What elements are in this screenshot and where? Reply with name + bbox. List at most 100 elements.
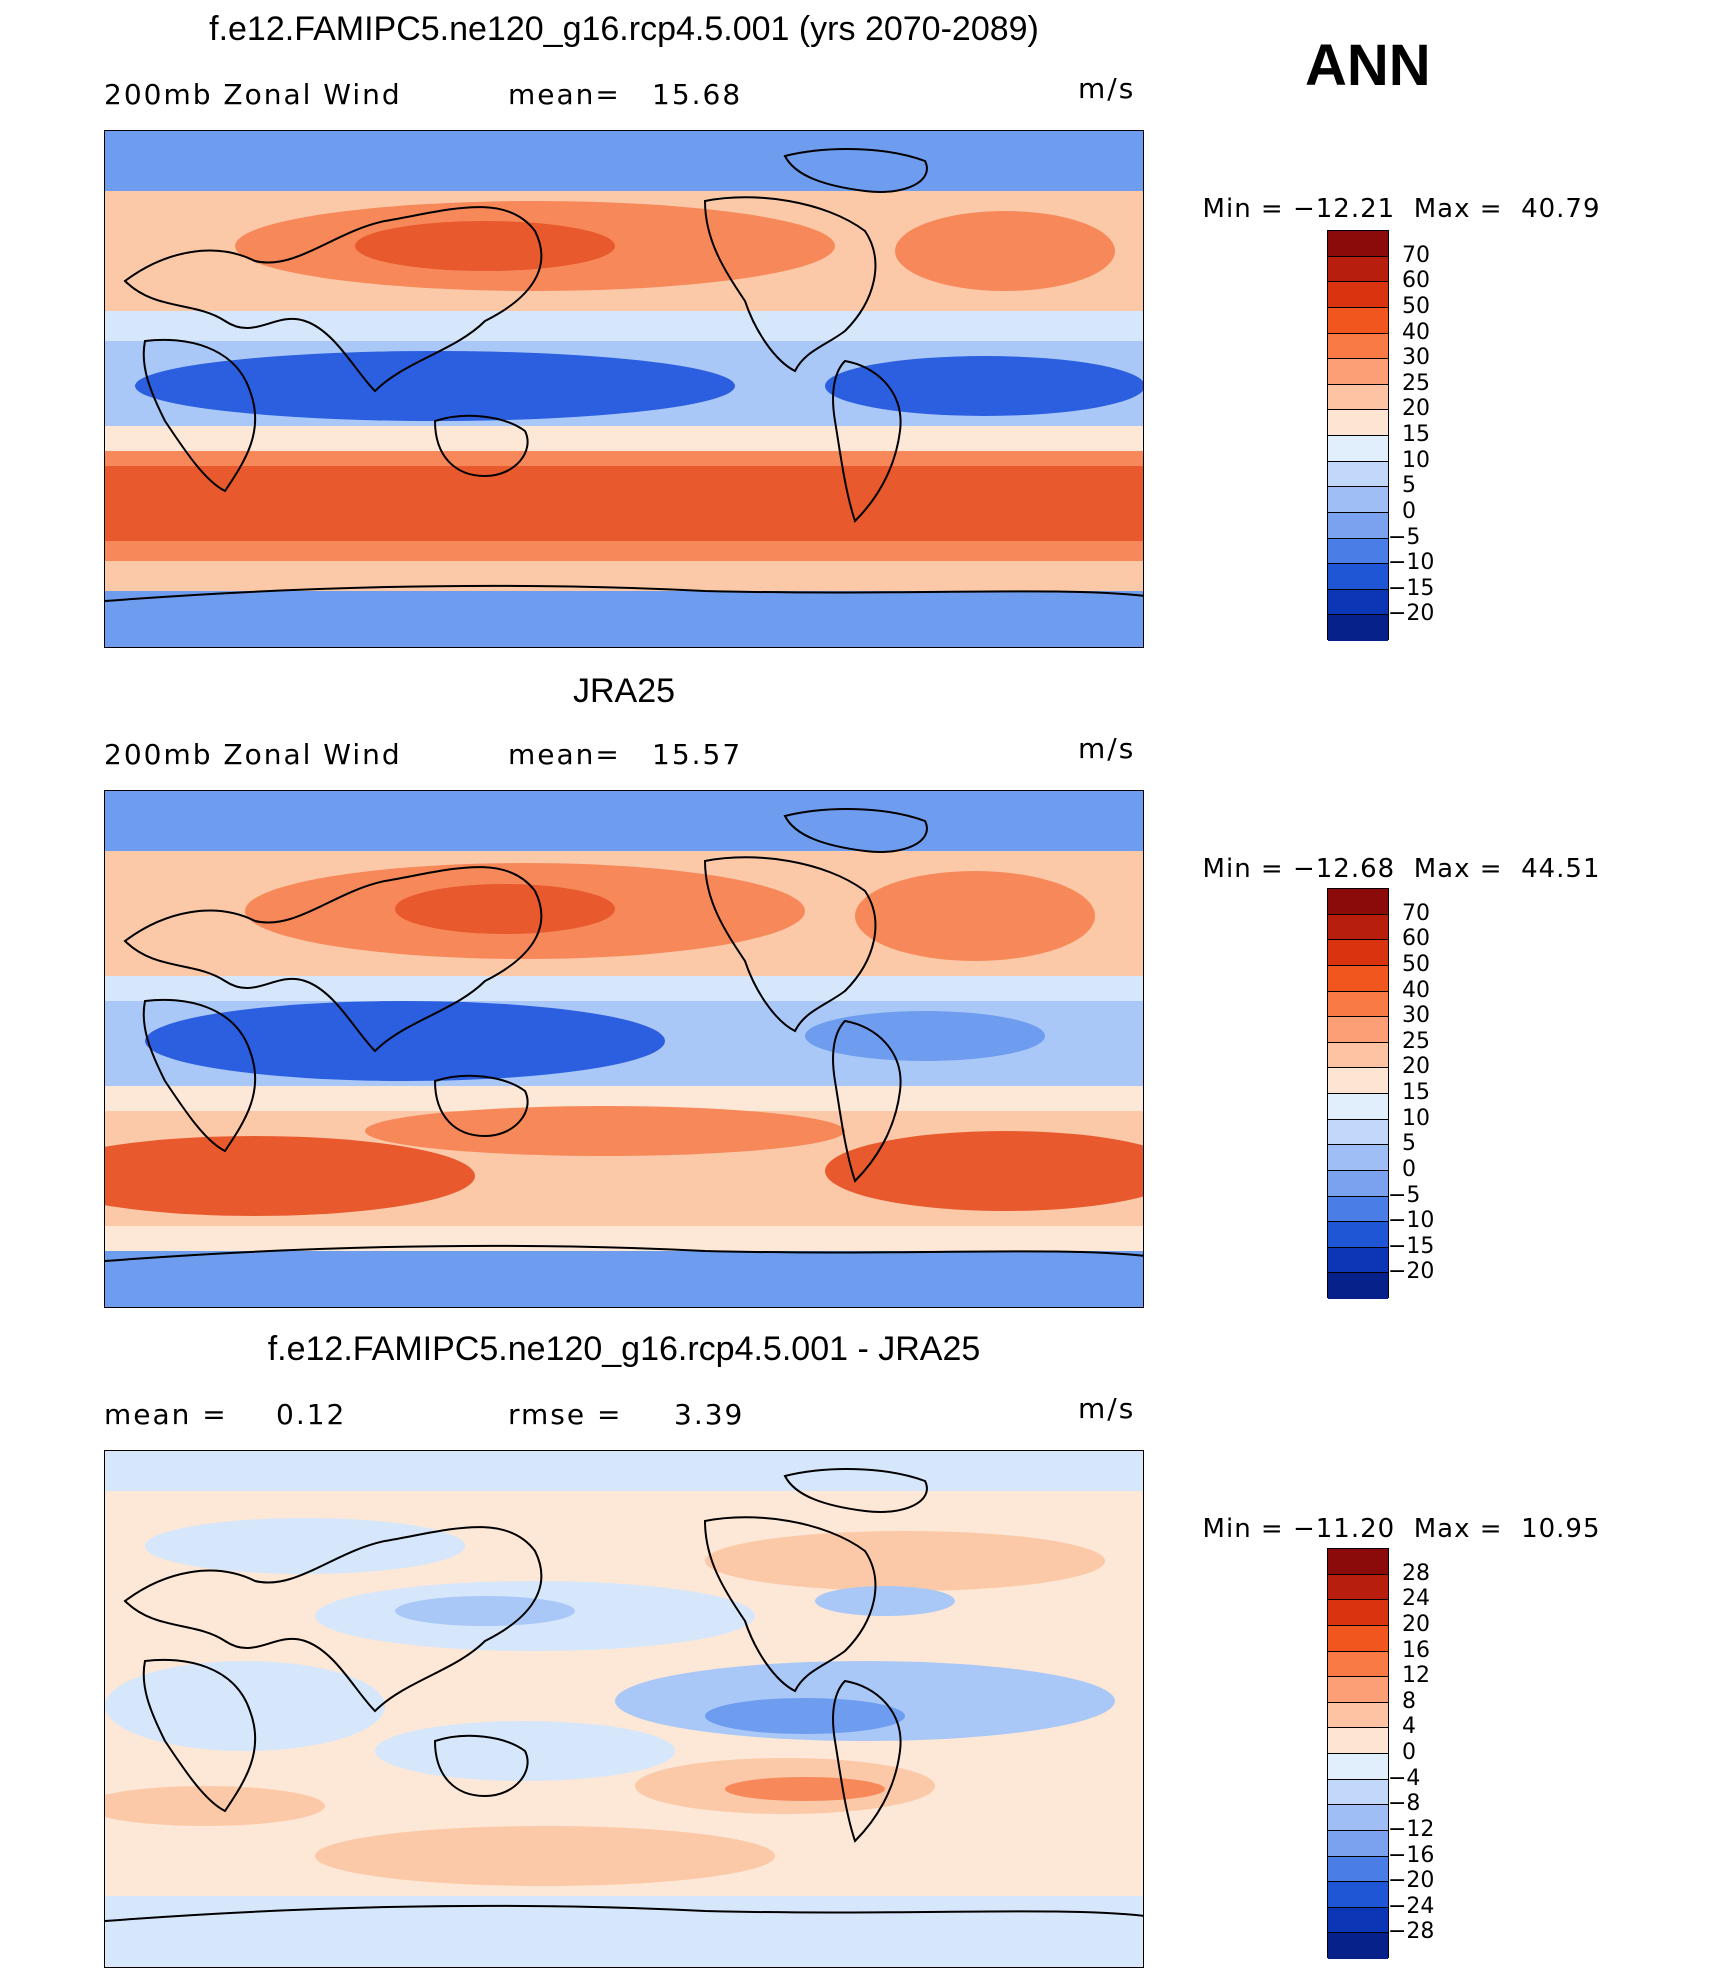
antarctic-band [105, 1251, 1143, 1307]
colorbar-label: 8 [1402, 1688, 1416, 1714]
colorbar-label: 10 [1402, 1105, 1430, 1131]
colorbar-swatch [1328, 231, 1388, 257]
panel-1-coastlines [105, 148, 1143, 602]
colorbar-swatch [1328, 1625, 1388, 1652]
panel-3-minmax: Min = −11.20 Max = 10.95 [1202, 1514, 1601, 1544]
colorbar-swatch [1328, 1728, 1388, 1754]
diff-blob-12 [105, 1786, 325, 1826]
sh-jet-core [105, 466, 1143, 541]
colorbar-label: 4 [1402, 1714, 1416, 1740]
tropical-easterlies [145, 1001, 665, 1081]
sh-jet-core-mid [365, 1106, 845, 1156]
colorbar-label: 60 [1402, 926, 1430, 952]
colorbar-label: 30 [1402, 345, 1430, 371]
colorbar-label: 40 [1402, 319, 1430, 345]
colorbar-label: −5 [1388, 524, 1421, 550]
panel-1-stat1-label: mean= [508, 78, 621, 111]
colorbar-swatch [1328, 564, 1388, 590]
colorbar-swatch [1328, 1574, 1388, 1601]
panel-2-title: JRA25 [572, 672, 676, 710]
diff-blob-4 [395, 1596, 575, 1626]
sh-jet-core-west [105, 1136, 475, 1216]
diff-blob-11 [725, 1777, 885, 1801]
colorbar-swatch [1328, 1222, 1388, 1248]
diff-blob-6 [105, 1661, 385, 1751]
colorbar-swatch [1328, 1196, 1388, 1223]
colorbar-swatch [1328, 914, 1388, 941]
colorbar-label: 5 [1402, 473, 1416, 499]
diff-blob-1 [145, 1518, 465, 1574]
panel-1-map-svg [105, 131, 1143, 647]
colorbar-swatch [1328, 436, 1388, 462]
colorbar-swatch [1328, 333, 1388, 360]
colorbar-label: 0 [1402, 1156, 1416, 1182]
diff-blob-2 [705, 1531, 1105, 1591]
nh-transition [105, 976, 1143, 1001]
colorbar-swatch [1328, 384, 1388, 411]
panel-2-stat1-label: mean= [508, 738, 621, 771]
panel-1-map [104, 130, 1144, 648]
colorbar-swatch [1328, 461, 1388, 488]
colorbar-label: 25 [1402, 370, 1430, 396]
colorbar-label: −5 [1388, 1182, 1421, 1208]
atlantic-jet [855, 871, 1095, 961]
colorbar-label: 30 [1402, 1003, 1430, 1029]
panel-1-max-value: 40.79 [1521, 194, 1601, 224]
panel-3-title: f.e12.FAMIPC5.ne120_g16.rcp4.5.001 - JRA… [267, 1330, 981, 1368]
panel-1-minmax: Min = −12.21 Max = 40.79 [1202, 194, 1601, 224]
colorbar-label: −12 [1388, 1816, 1435, 1842]
panel-3-stat2-value: 3.39 [674, 1398, 745, 1431]
diff-blob-13 [315, 1826, 775, 1886]
colorbar-swatch [1328, 1094, 1388, 1120]
nh-jet-max [355, 221, 615, 271]
colorbar-swatch [1328, 1042, 1388, 1069]
colorbar-swatch [1328, 1017, 1388, 1043]
season-label: ANN [1305, 33, 1431, 98]
colorbar-swatch [1328, 1119, 1388, 1146]
colorbar-swatch [1328, 1779, 1388, 1806]
colorbar-swatch [1328, 1702, 1388, 1729]
colorbar-label: 15 [1402, 422, 1430, 447]
colorbar-label: −15 [1388, 1233, 1435, 1259]
colorbar-label: 5 [1402, 1131, 1416, 1157]
colorbar-label: 40 [1402, 977, 1430, 1003]
colorbar-swatch [1328, 1247, 1388, 1274]
panel-2-minmax: Min = −12.68 Max = 44.51 [1202, 854, 1601, 884]
panel-1-variable: 200mb Zonal Wind [104, 78, 402, 111]
colorbar-label: 50 [1402, 293, 1430, 319]
colorbar-label: −20 [1388, 1259, 1435, 1285]
colorbar-label: −24 [1388, 1893, 1435, 1919]
panel-2-colorbar [1327, 888, 1389, 1299]
colorbar-swatch [1328, 1068, 1388, 1094]
colorbar-label: −15 [1388, 575, 1435, 601]
colorbar-swatch [1328, 359, 1388, 385]
colorbar-label: −16 [1388, 1842, 1435, 1868]
atlantic-easterlies [825, 356, 1143, 416]
colorbar-label: −20 [1388, 1868, 1435, 1894]
panel-3-units: m/s [1078, 1392, 1136, 1425]
colorbar-swatch [1328, 487, 1388, 513]
colorbar-label: 50 [1402, 951, 1430, 977]
nh-transition [105, 311, 1143, 341]
panel-3-max-value: 10.95 [1521, 1514, 1601, 1544]
colorbar-swatch [1328, 538, 1388, 565]
colorbar-label: 28 [1402, 1560, 1430, 1586]
nh-jet-max [395, 884, 615, 934]
atlantic-easterlies [805, 1011, 1045, 1061]
panel-3-coastlines [105, 1468, 1143, 1922]
colorbar-swatch [1328, 282, 1388, 308]
colorbar-swatch [1328, 589, 1388, 616]
colorbar-swatch [1328, 1600, 1388, 1626]
panel-2-map-svg [105, 791, 1143, 1307]
panel-2-units: m/s [1078, 732, 1136, 765]
panel-2-min-value: −12.68 [1292, 854, 1396, 884]
colorbar-swatch [1328, 889, 1388, 915]
colorbar-label: 60 [1402, 268, 1430, 294]
panel-3-stat2-label: rmse = [508, 1398, 623, 1431]
colorbar-swatch [1328, 1677, 1388, 1703]
colorbar-swatch [1328, 991, 1388, 1018]
colorbar-swatch [1328, 1933, 1388, 1959]
colorbar-label: 25 [1402, 1028, 1430, 1054]
colorbar-label: 70 [1402, 900, 1430, 926]
colorbar-swatch [1328, 1830, 1388, 1857]
